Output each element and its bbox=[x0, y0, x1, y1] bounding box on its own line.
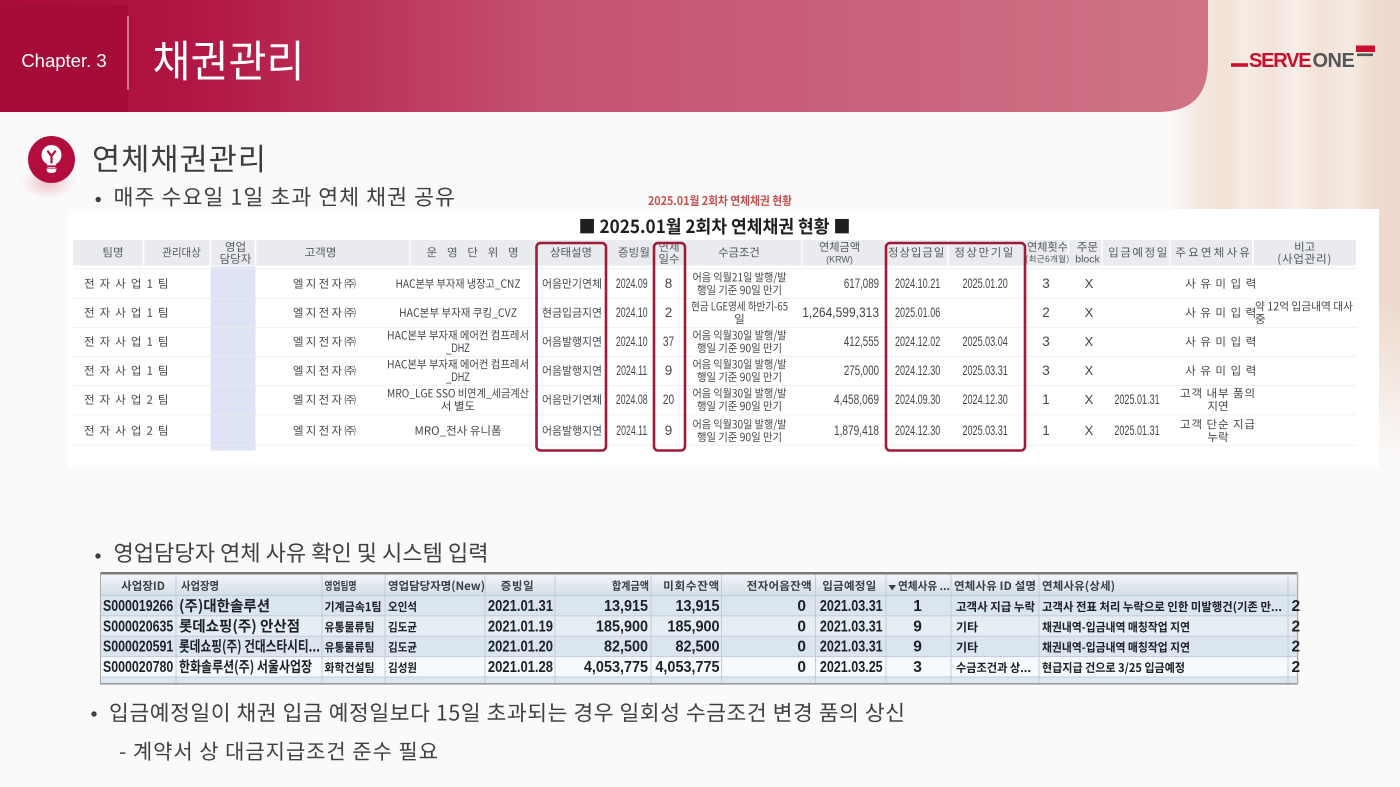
svg-text:185,900: 185,900 bbox=[667, 618, 719, 636]
svg-text:SERVE: SERVE bbox=[1249, 50, 1311, 72]
svg-text:2021.03.25: 2021.03.25 bbox=[820, 658, 883, 676]
svg-text:0: 0 bbox=[797, 618, 806, 635]
svg-text:185,900: 185,900 bbox=[596, 618, 648, 636]
svg-text:2024.10: 2024.10 bbox=[616, 335, 648, 349]
svg-text:X: X bbox=[1085, 423, 1094, 438]
svg-text:4,458,069: 4,458,069 bbox=[834, 391, 879, 407]
svg-text:8: 8 bbox=[665, 276, 673, 291]
svg-text:9: 9 bbox=[665, 363, 673, 378]
svg-text:2021.03.31: 2021.03.31 bbox=[820, 617, 883, 635]
svg-text:9: 9 bbox=[913, 639, 922, 656]
svg-text:S000020591: S000020591 bbox=[103, 637, 173, 655]
svg-text:13,915: 13,915 bbox=[675, 598, 719, 616]
svg-text:20: 20 bbox=[663, 391, 675, 407]
svg-text:2: 2 bbox=[665, 305, 673, 320]
svg-text:1,879,418: 1,879,418 bbox=[834, 422, 879, 438]
svg-text:2021.01.28: 2021.01.28 bbox=[488, 659, 553, 676]
svg-text:2025.01.20: 2025.01.20 bbox=[963, 277, 1008, 291]
svg-text:2: 2 bbox=[1292, 639, 1301, 656]
svg-text:2: 2 bbox=[1292, 659, 1301, 676]
svg-text:2: 2 bbox=[1292, 598, 1301, 615]
svg-text:2021.03.31: 2021.03.31 bbox=[820, 597, 883, 615]
svg-text:2: 2 bbox=[1292, 618, 1301, 635]
svg-text:_DHZ: _DHZ bbox=[445, 342, 470, 356]
svg-text:9: 9 bbox=[665, 423, 673, 438]
svg-text:X: X bbox=[1085, 334, 1094, 349]
svg-text:4,053,775: 4,053,775 bbox=[655, 659, 719, 677]
svg-text:X: X bbox=[1085, 392, 1094, 407]
svg-text:3: 3 bbox=[1042, 363, 1050, 378]
svg-text:X: X bbox=[1085, 276, 1094, 291]
svg-text:S000020635: S000020635 bbox=[103, 617, 173, 635]
svg-text:ONE: ONE bbox=[1313, 50, 1355, 72]
svg-text:2021.01.19: 2021.01.19 bbox=[488, 618, 553, 635]
svg-text:2025.01.06: 2025.01.06 bbox=[895, 306, 940, 320]
svg-text:0: 0 bbox=[797, 598, 806, 615]
svg-text:S000020780: S000020780 bbox=[103, 658, 173, 676]
svg-text:(KRW): (KRW) bbox=[826, 255, 853, 265]
svg-text:2025.03.04: 2025.03.04 bbox=[963, 335, 1009, 349]
svg-text:0: 0 bbox=[797, 659, 806, 676]
svg-text:2021.01.20: 2021.01.20 bbox=[488, 639, 553, 656]
svg-text:2025.01.31: 2025.01.31 bbox=[1114, 424, 1159, 438]
svg-text:2024.12.30: 2024.12.30 bbox=[895, 424, 940, 438]
svg-text:2024.12.02: 2024.12.02 bbox=[895, 335, 940, 349]
svg-text:2024.10: 2024.10 bbox=[616, 306, 648, 320]
svg-text:2021.03.31: 2021.03.31 bbox=[820, 637, 883, 655]
svg-text:block: block bbox=[1075, 254, 1100, 266]
svg-text:2025.01.31: 2025.01.31 bbox=[1114, 393, 1159, 407]
svg-text:2024.09.30: 2024.09.30 bbox=[895, 393, 940, 407]
svg-text:2: 2 bbox=[1042, 305, 1050, 320]
svg-text:412,555: 412,555 bbox=[844, 334, 879, 349]
svg-text:617,089: 617,089 bbox=[844, 276, 879, 291]
svg-text:X: X bbox=[1085, 305, 1094, 320]
svg-text:2024.08: 2024.08 bbox=[616, 393, 648, 407]
svg-text:3: 3 bbox=[1042, 276, 1050, 291]
svg-text:2024.12.30: 2024.12.30 bbox=[963, 393, 1008, 407]
svg-text:2024.11: 2024.11 bbox=[616, 424, 647, 438]
svg-text:Chapter. 3: Chapter. 3 bbox=[21, 50, 106, 71]
svg-text:4,053,775: 4,053,775 bbox=[584, 659, 648, 677]
svg-text:1: 1 bbox=[913, 598, 922, 615]
svg-text:13,915: 13,915 bbox=[604, 598, 648, 616]
svg-text:1: 1 bbox=[1042, 423, 1050, 438]
svg-text:1,264,599,313: 1,264,599,313 bbox=[802, 304, 879, 320]
svg-text:2024.11: 2024.11 bbox=[616, 364, 647, 378]
svg-text:2024.12.30: 2024.12.30 bbox=[895, 364, 940, 378]
svg-text:9: 9 bbox=[913, 618, 922, 635]
svg-text:2025.03.31: 2025.03.31 bbox=[963, 364, 1008, 378]
svg-text:2024.10.21: 2024.10.21 bbox=[895, 277, 940, 291]
svg-text:275,000: 275,000 bbox=[844, 363, 879, 378]
svg-text:82,500: 82,500 bbox=[675, 638, 719, 656]
svg-text:3: 3 bbox=[913, 659, 922, 676]
svg-text:2025.03.31: 2025.03.31 bbox=[963, 424, 1008, 438]
svg-text:1: 1 bbox=[1042, 392, 1050, 407]
svg-text:X: X bbox=[1085, 363, 1094, 378]
svg-text:2024.09: 2024.09 bbox=[616, 277, 648, 291]
svg-text:2021.01.31: 2021.01.31 bbox=[488, 598, 553, 615]
svg-text:_DHZ: _DHZ bbox=[445, 371, 470, 385]
svg-text:82,500: 82,500 bbox=[604, 638, 648, 656]
svg-text:S000019266: S000019266 bbox=[103, 597, 173, 615]
svg-text:3: 3 bbox=[1042, 334, 1050, 349]
svg-text:37: 37 bbox=[663, 333, 675, 349]
svg-text:0: 0 bbox=[797, 639, 806, 656]
